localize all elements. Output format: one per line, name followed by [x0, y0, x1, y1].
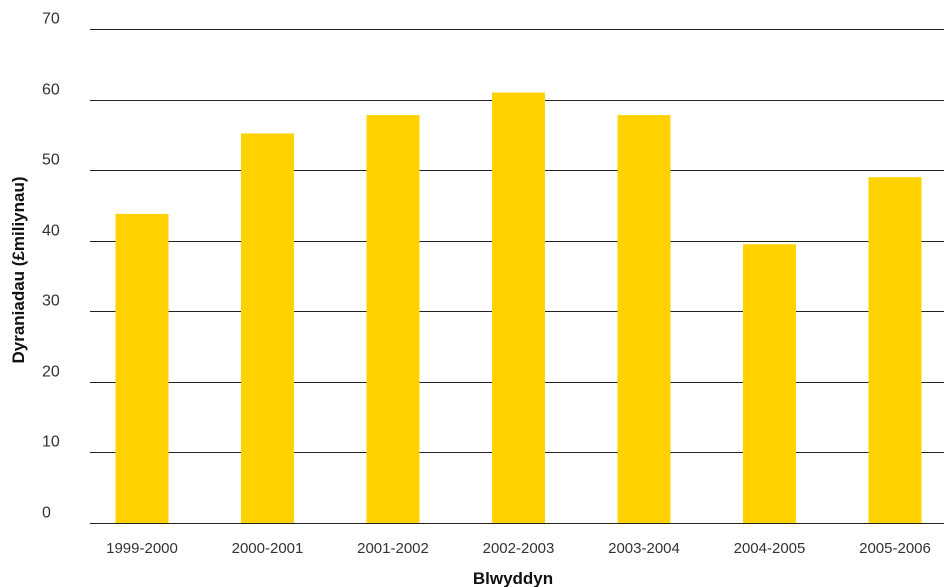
- bars: [115, 92, 922, 524]
- x-tick-label-2001-2002: 2001-2002: [357, 540, 429, 557]
- bar-2005-2006: [868, 177, 922, 523]
- y-axis-title: Dyraniadau (£miliynau): [9, 176, 28, 363]
- bar-2000-2001: [241, 133, 294, 523]
- bar-2003-2004: [617, 115, 671, 524]
- y-tick-label-50: 50: [42, 152, 60, 169]
- x-tick-label-2000-2001: 2000-2001: [232, 540, 304, 557]
- y-tick-label-20: 20: [42, 364, 60, 381]
- y-tick-label-30: 30: [42, 293, 60, 310]
- bar-1999-2000: [115, 213, 169, 523]
- y-axis-tick-labels: 0 10 20 30 40 50 60 70: [42, 11, 60, 522]
- x-tick-label-2002-2003: 2002-2003: [483, 540, 555, 557]
- x-axis-title: Blwyddyn: [473, 569, 553, 587]
- y-tick-label-10: 10: [42, 434, 60, 451]
- x-tick-label-2005-2006: 2005-2006: [859, 540, 931, 557]
- y-tick-label-60: 60: [42, 82, 60, 99]
- bar-2002-2003: [492, 92, 545, 523]
- x-axis-tick-labels: 1999-2000 2000-2001 2001-2002 2002-2003 2003…: [106, 540, 931, 557]
- bar-2001-2002: [366, 115, 420, 524]
- y-tick-label-0: 0: [42, 505, 51, 522]
- x-tick-label-1999-2000: 1999-2000: [106, 540, 178, 557]
- y-tick-label-40: 40: [42, 223, 60, 240]
- y-tick-label-70: 70: [42, 11, 60, 28]
- bar-2004-2005: [743, 244, 796, 523]
- x-tick-label-2004-2005: 2004-2005: [734, 540, 806, 557]
- x-tick-label-2003-2004: 2003-2004: [608, 540, 680, 557]
